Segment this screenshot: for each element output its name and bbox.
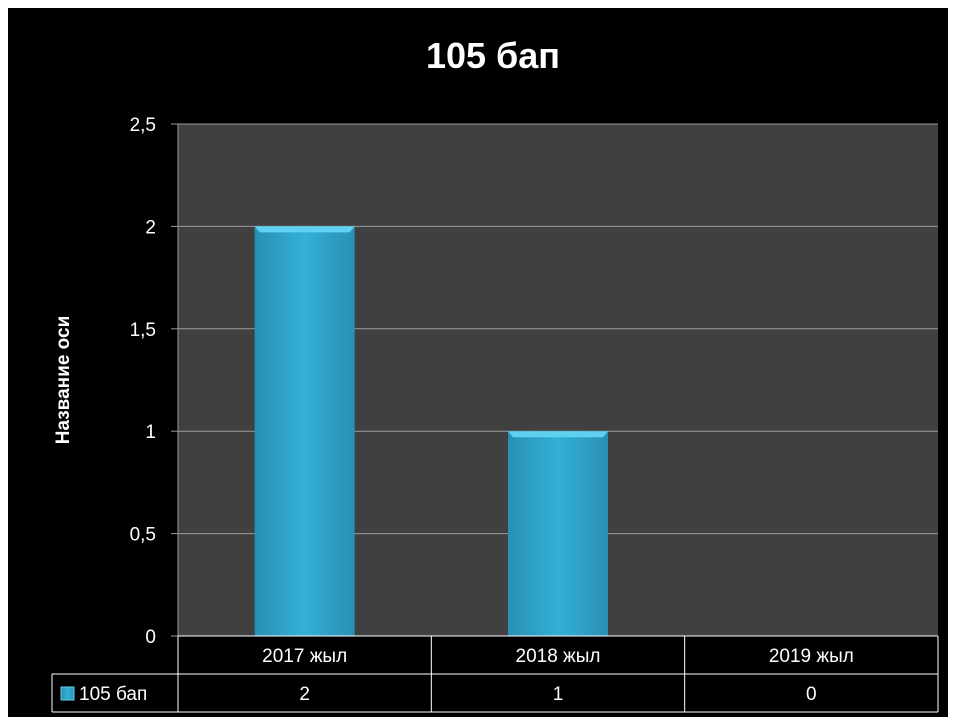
x-category-label: 2018 жыл <box>516 646 601 667</box>
x-category-label: 2019 жыл <box>769 646 854 667</box>
bar-cap <box>254 226 355 233</box>
data-table: 2017 жыл 2018 жыл 2019 жыл 2 1 0 105 бап <box>51 635 939 713</box>
bars <box>254 226 608 636</box>
bar <box>254 226 355 636</box>
y-tick-label: 1,5 <box>130 320 156 341</box>
bar <box>508 431 608 636</box>
y-axis-title: Название оси <box>53 316 74 445</box>
data-table-value: 0 <box>806 684 817 705</box>
x-category-label: 2017 жыл <box>262 646 347 667</box>
data-table-value: 1 <box>553 684 564 705</box>
y-tick-label: 2,5 <box>130 115 156 136</box>
y-tick-label: 2 <box>145 217 156 238</box>
legend-series-name: 105 бап <box>79 684 147 705</box>
data-table-value: 2 <box>299 684 310 705</box>
chart-frame: 0 0,5 1 1,5 2 2,5 2017 жыл 2018 жыл 2019 жыл 2 1 0… <box>8 8 948 717</box>
y-tick-label: 0,5 <box>130 525 156 546</box>
y-tick-label: 1 <box>145 422 156 443</box>
bar-cap <box>508 431 608 438</box>
chart-title: 105 бап <box>426 35 560 76</box>
legend-key <box>60 686 75 701</box>
y-axis-ticks: 0 0,5 1 1,5 2 2,5 <box>130 115 179 648</box>
y-tick-label: 0 <box>145 627 156 648</box>
